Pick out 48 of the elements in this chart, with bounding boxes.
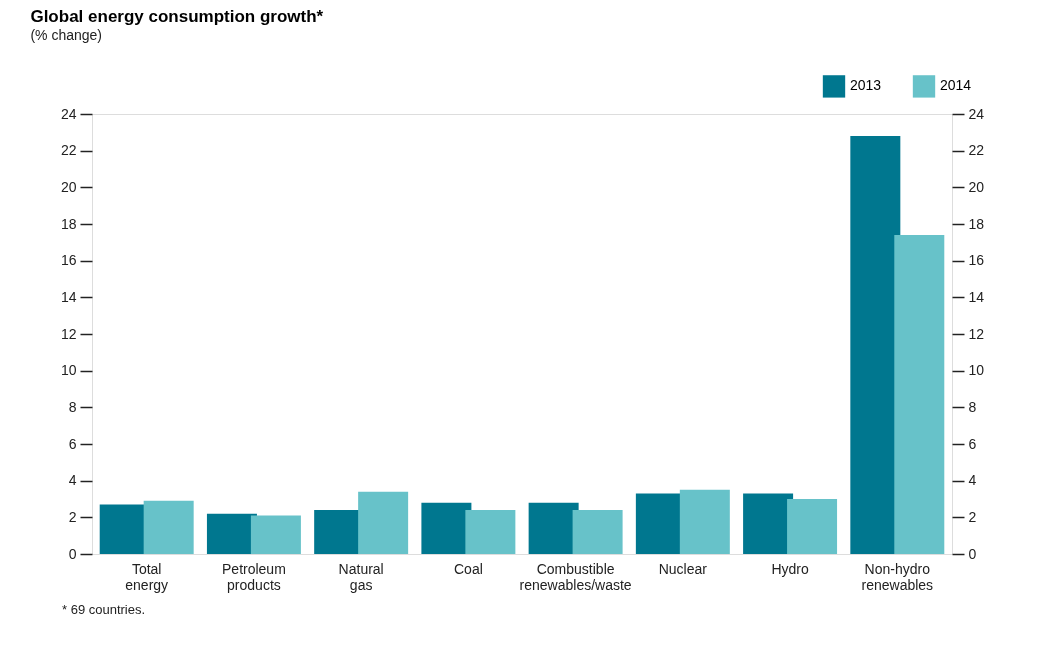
y2-tick-label: 18 xyxy=(968,215,985,232)
x-tick-label: Petroleum products xyxy=(222,560,286,593)
y2-tick-label: 10 xyxy=(968,362,985,379)
bar xyxy=(572,510,623,554)
legend-label: 2013 xyxy=(850,77,882,94)
x-tick-label: Total energy xyxy=(125,560,169,593)
y-tick-label: 24 xyxy=(60,105,77,122)
x-tick-label: Nuclear xyxy=(658,560,708,577)
bar xyxy=(787,499,838,554)
y2-tick-label: 14 xyxy=(968,288,985,305)
x-tick-label: Combustible renewables/waste xyxy=(519,560,632,593)
bar xyxy=(850,136,901,554)
y-tick-label: 8 xyxy=(68,398,77,415)
bar xyxy=(679,489,730,554)
y-tick-label: 6 xyxy=(68,435,77,452)
y-tick-label: 16 xyxy=(60,252,77,269)
chart-subtitle: (% change) xyxy=(30,27,103,43)
y2-tick-label: 12 xyxy=(968,325,985,342)
bar xyxy=(358,491,409,554)
bar xyxy=(143,500,194,554)
y-tick-label: 2 xyxy=(68,508,77,525)
bar xyxy=(250,515,301,554)
y2-tick-label: 0 xyxy=(968,545,977,562)
y2-tick-label: 22 xyxy=(968,142,985,159)
y-tick-label: 20 xyxy=(60,178,77,195)
x-tick-label: Hydro xyxy=(771,560,809,577)
x-tick-label: Natural gas xyxy=(338,560,384,593)
y2-tick-label: 8 xyxy=(968,398,977,415)
y-tick-label: 22 xyxy=(60,142,77,159)
y-tick-label: 18 xyxy=(60,215,77,232)
bar xyxy=(894,235,945,554)
y2-tick-label: 6 xyxy=(968,435,977,452)
y2-tick-label: 24 xyxy=(968,105,985,122)
y2-tick-label: 4 xyxy=(968,472,977,489)
legend-label: 2014 xyxy=(940,77,972,94)
y-tick-label: 12 xyxy=(60,325,77,342)
y2-tick-label: 2 xyxy=(968,508,977,525)
bar xyxy=(465,510,516,554)
text: * 69 countries. xyxy=(62,602,146,617)
y-tick-label: 4 xyxy=(68,472,77,489)
x-tick-label: Non-hydro renewables xyxy=(861,560,934,593)
y-tick-label: 0 xyxy=(68,545,77,562)
y-tick-label: 10 xyxy=(60,362,77,379)
chart-title: Global energy consumption growth* xyxy=(30,7,324,26)
y2-tick-label: 20 xyxy=(968,178,985,195)
y-tick-label: 14 xyxy=(60,288,77,305)
x-tick-label: Coal xyxy=(453,560,483,577)
y2-tick-label: 16 xyxy=(968,252,985,269)
